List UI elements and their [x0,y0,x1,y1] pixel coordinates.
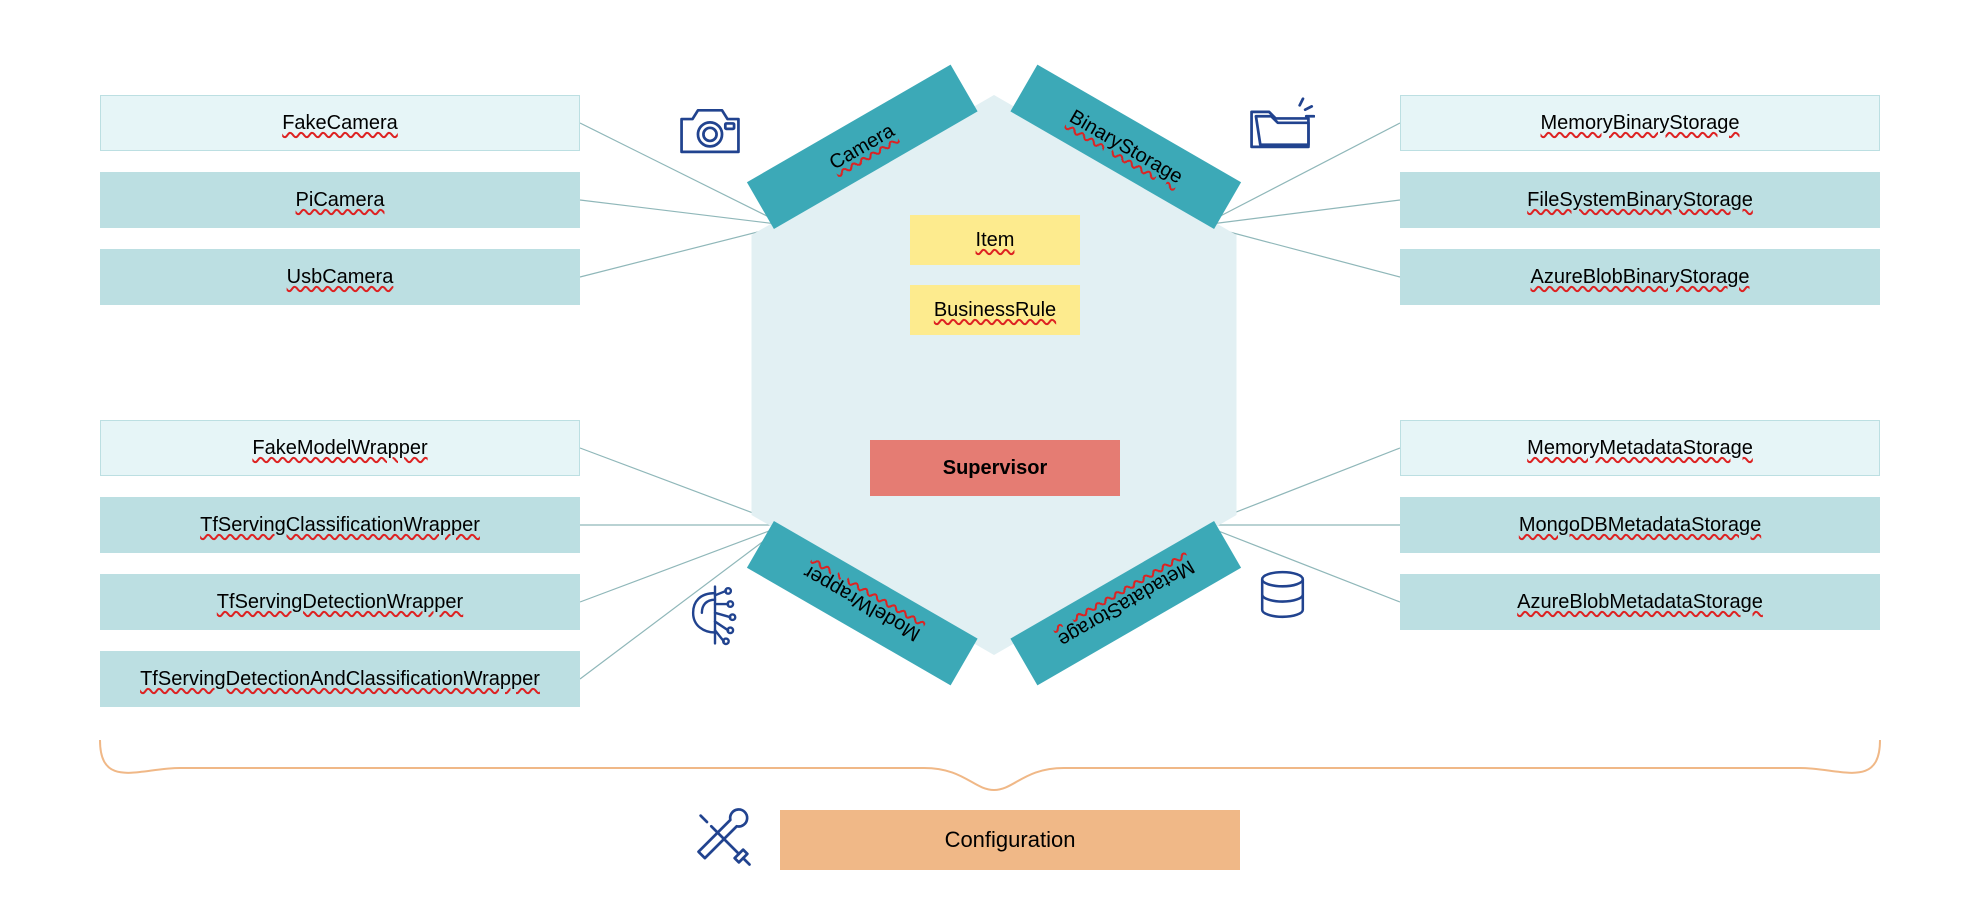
face-model: ModelWrapper [753,525,971,682]
impl-box: TfServingDetectionWrapper [100,574,580,630]
impl-box: FakeModelWrapper [100,420,580,476]
impl-label: TfServingDetectionWrapper [217,591,463,614]
configuration-box: Configuration [780,810,1240,870]
face-meta: MetadataStorage [1017,525,1235,682]
impl-box: AzureBlobBinaryStorage [1400,249,1880,305]
impl-label: FakeCamera [282,112,398,135]
core-item-label: Item [976,229,1015,252]
face-binary-label: BinaryStorage [1065,105,1186,188]
impl-box: TfServingClassificationWrapper [100,497,580,553]
impl-box: TfServingDetectionAndClassificationWrapp… [100,651,580,707]
face-camera-label: Camera [826,119,899,174]
impl-label: MemoryMetadataStorage [1527,437,1753,460]
impl-box: FakeCamera [100,95,580,151]
impl-label: TfServingClassificationWrapper [200,514,480,537]
face-meta-label: MetadataStorage [1054,555,1198,652]
impl-label: TfServingDetectionAndClassificationWrapp… [140,668,540,691]
impl-label: MemoryBinaryStorage [1541,112,1740,135]
config-label: Configuration [945,827,1076,853]
brain-icon [680,580,750,650]
camera-icon [675,95,745,165]
database-icon [1250,565,1320,635]
impl-label: AzureBlobMetadataStorage [1517,591,1763,614]
impl-label: UsbCamera [287,266,394,289]
core-supervisor: Supervisor [870,440,1120,496]
core-business-rule: BusinessRule [910,285,1080,335]
impl-label: MongoDBMetadataStorage [1519,514,1761,537]
impl-box: FileSystemBinaryStorage [1400,172,1880,228]
core-rule-label: BusinessRule [934,299,1056,322]
impl-box: UsbCamera [100,249,580,305]
face-model-label: ModelWrapper [800,561,925,646]
tools-icon [690,805,760,875]
core-item: Item [910,215,1080,265]
impl-box: MemoryBinaryStorage [1400,95,1880,151]
diagram-canvas: Item BusinessRule Supervisor Camera Mode… [0,0,1988,920]
impl-label: FakeModelWrapper [252,437,427,460]
impl-box: MemoryMetadataStorage [1400,420,1880,476]
folder-icon [1245,90,1315,160]
face-camera: Camera [753,68,971,225]
impl-label: AzureBlobBinaryStorage [1530,266,1749,289]
core-supervisor-label: Supervisor [943,457,1047,480]
impl-label: FileSystemBinaryStorage [1527,189,1753,212]
impl-box: MongoDBMetadataStorage [1400,497,1880,553]
face-binary: BinaryStorage [1017,68,1235,225]
impl-label: PiCamera [296,189,385,212]
impl-box: PiCamera [100,172,580,228]
impl-box: AzureBlobMetadataStorage [1400,574,1880,630]
